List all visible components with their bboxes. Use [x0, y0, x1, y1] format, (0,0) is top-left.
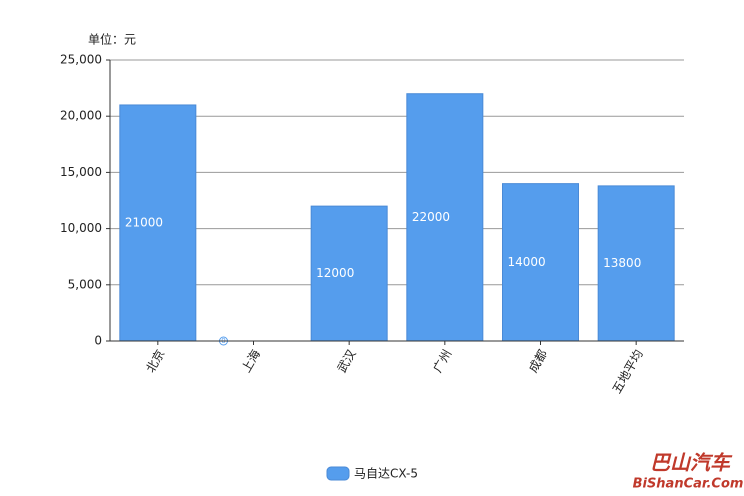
- value-label: 22000: [412, 210, 450, 224]
- y-tick-label: 25,000: [60, 53, 102, 67]
- watermark: BiShanCar.Com: [633, 477, 744, 492]
- y-tick-label: 5,000: [68, 277, 102, 291]
- bar: [406, 93, 484, 342]
- x-tick-label: 广州: [430, 347, 454, 375]
- legend-label: 马自达CX-5: [354, 467, 418, 481]
- bar: [310, 205, 388, 342]
- y-tick-label: 20,000: [60, 109, 102, 123]
- value-label: 13800: [603, 256, 641, 270]
- bar: [597, 185, 675, 342]
- x-tick-label: 五地平均: [610, 347, 646, 396]
- watermark: 巴山汽车: [650, 451, 733, 475]
- y-tick-label: 0: [94, 334, 102, 348]
- unit-label: 单位：元: [88, 32, 136, 47]
- value-label: 14000: [508, 255, 546, 269]
- x-tick-label: 北京: [143, 347, 167, 375]
- y-tick-label: 10,000: [60, 221, 102, 235]
- x-tick-label: 武汉: [335, 347, 359, 375]
- x-tick-label: 成都: [526, 347, 550, 375]
- value-label: 12000: [316, 266, 354, 280]
- bar: [119, 104, 197, 342]
- x-tick-label: 上海: [238, 347, 263, 375]
- value-label: 21000: [125, 215, 163, 229]
- y-tick-label: 15,000: [60, 165, 102, 179]
- legend-swatch: [326, 466, 350, 481]
- bar: [502, 183, 579, 342]
